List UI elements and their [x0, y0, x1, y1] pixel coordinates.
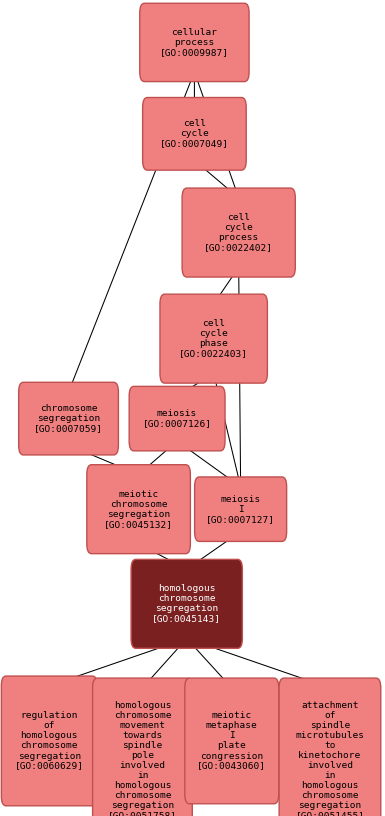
Text: meiotic
metaphase
I
plate
congression
[GO:0043060]: meiotic metaphase I plate congression [G…	[197, 712, 266, 770]
FancyBboxPatch shape	[131, 560, 243, 648]
Text: meiosis
I
[GO:0007127]: meiosis I [GO:0007127]	[206, 494, 275, 524]
Text: cell
cycle
process
[GO:0022402]: cell cycle process [GO:0022402]	[204, 213, 273, 252]
Text: cell
cycle
[GO:0007049]: cell cycle [GO:0007049]	[160, 119, 229, 149]
FancyBboxPatch shape	[194, 477, 286, 542]
FancyBboxPatch shape	[87, 465, 190, 553]
FancyBboxPatch shape	[18, 382, 119, 455]
FancyBboxPatch shape	[279, 678, 381, 816]
FancyBboxPatch shape	[143, 98, 246, 171]
Text: meiosis
[GO:0007126]: meiosis [GO:0007126]	[142, 409, 212, 428]
FancyBboxPatch shape	[185, 678, 279, 804]
FancyBboxPatch shape	[92, 678, 192, 816]
Text: cellular
process
[GO:0009987]: cellular process [GO:0009987]	[160, 28, 229, 57]
Text: meiotic
chromosome
segregation
[GO:0045132]: meiotic chromosome segregation [GO:00451…	[104, 490, 173, 529]
Text: homologous
chromosome
segregation
[GO:0045143]: homologous chromosome segregation [GO:00…	[152, 584, 221, 623]
Text: cell
cycle
phase
[GO:0022403]: cell cycle phase [GO:0022403]	[179, 319, 248, 358]
Text: regulation
of
homologous
chromosome
segregation
[GO:0060629]: regulation of homologous chromosome segr…	[15, 712, 84, 770]
FancyBboxPatch shape	[129, 387, 225, 450]
Text: homologous
chromosome
movement
towards
spindle
pole
involved
in
homologous
chrom: homologous chromosome movement towards s…	[108, 701, 177, 816]
FancyBboxPatch shape	[182, 188, 295, 277]
FancyBboxPatch shape	[160, 295, 268, 384]
Text: attachment
of
spindle
microtubules
to
kinetochore
involved
in
homologous
chromos: attachment of spindle microtubules to ki…	[295, 701, 365, 816]
Text: chromosome
segregation
[GO:0007059]: chromosome segregation [GO:0007059]	[34, 404, 103, 433]
FancyBboxPatch shape	[140, 3, 249, 82]
FancyBboxPatch shape	[1, 676, 97, 806]
